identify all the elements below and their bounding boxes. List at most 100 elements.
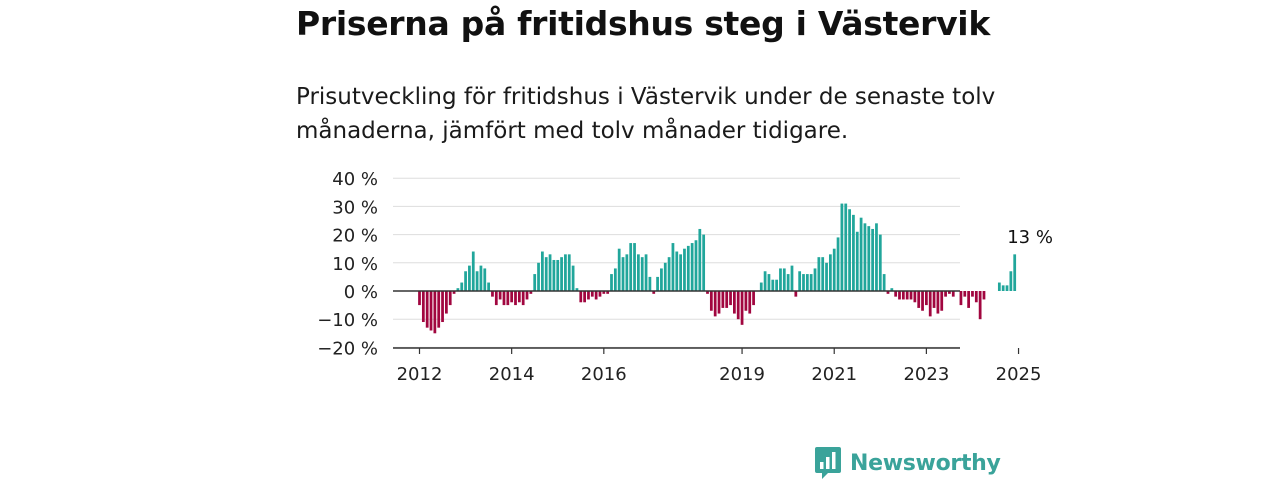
bar (587, 291, 590, 300)
bar (932, 291, 936, 308)
bar (736, 291, 740, 320)
bar (1005, 285, 1009, 291)
bar (997, 282, 1001, 291)
bar (721, 291, 725, 308)
bar (1013, 254, 1017, 291)
bar (809, 274, 813, 291)
bar (637, 254, 640, 291)
bar (974, 291, 978, 303)
bar (548, 254, 552, 291)
bar (464, 271, 467, 291)
bar (859, 217, 863, 291)
bar (644, 254, 648, 291)
bar (844, 203, 848, 291)
y-tick-label: 0 % (344, 282, 378, 303)
bar (890, 288, 894, 291)
bar (894, 291, 898, 297)
bar (840, 203, 844, 291)
bar (445, 291, 448, 314)
bar (702, 234, 706, 291)
bar (421, 291, 425, 323)
bar (867, 226, 871, 291)
bar (487, 282, 490, 291)
bar (878, 234, 882, 291)
bar (978, 291, 982, 320)
bar (502, 291, 506, 306)
bar (525, 291, 529, 300)
bar (1009, 271, 1013, 291)
y-tick-label: 30 % (332, 197, 378, 218)
bar (621, 257, 625, 291)
bar (748, 291, 752, 314)
bar (610, 274, 613, 291)
bar (725, 291, 729, 308)
bar (629, 243, 633, 291)
bar (517, 291, 521, 303)
bar (544, 257, 548, 291)
bar (886, 291, 890, 294)
bar (794, 291, 798, 297)
bar (921, 291, 924, 311)
y-tick-label: 10 % (332, 254, 378, 275)
bar (925, 291, 928, 306)
brand: Newsworthy (814, 446, 1001, 480)
bar (713, 291, 717, 317)
bar (863, 223, 867, 291)
bar (825, 262, 828, 291)
bar (805, 274, 809, 291)
bar (575, 288, 579, 291)
x-tick-label: 2014 (489, 364, 535, 385)
bar (494, 291, 498, 306)
bar (852, 214, 855, 291)
bar (759, 282, 763, 291)
bar (790, 265, 794, 291)
bar (744, 291, 748, 311)
bar (836, 237, 840, 291)
bar (848, 209, 851, 291)
bar (640, 257, 644, 291)
bar (648, 276, 652, 291)
x-tick-label: 2025 (996, 364, 1042, 385)
bar (909, 291, 913, 300)
bar (617, 248, 621, 291)
y-tick-label: 40 % (332, 169, 378, 190)
bar (441, 291, 444, 323)
bar (529, 291, 533, 294)
bar (740, 291, 744, 325)
bar (871, 228, 874, 291)
bar (663, 262, 667, 291)
bar (567, 254, 571, 291)
bar (483, 268, 487, 291)
brand-name: Newsworthy (850, 450, 1001, 476)
bar (821, 257, 825, 291)
bar (579, 291, 583, 303)
bar (698, 228, 702, 291)
bar (491, 291, 494, 297)
x-tick-label: 2023 (903, 364, 949, 385)
bar (967, 291, 970, 308)
x-tick-label: 2016 (581, 364, 627, 385)
bar (429, 291, 433, 331)
bar (602, 291, 606, 294)
bar (556, 259, 560, 291)
bar (936, 291, 940, 314)
bar (917, 291, 921, 308)
bar (832, 248, 836, 291)
bar (460, 282, 464, 291)
bar (521, 291, 525, 306)
bar (537, 262, 540, 291)
bar (775, 279, 778, 291)
bar (928, 291, 932, 317)
bar (905, 291, 909, 300)
bar (802, 274, 805, 291)
bar (709, 291, 713, 311)
bar (590, 291, 594, 297)
bar (479, 265, 483, 291)
bar (437, 291, 441, 328)
bar (683, 248, 686, 291)
bar (817, 257, 821, 291)
bar (1001, 285, 1005, 291)
y-tick-label: −10 % (317, 310, 378, 331)
bar (433, 291, 437, 334)
